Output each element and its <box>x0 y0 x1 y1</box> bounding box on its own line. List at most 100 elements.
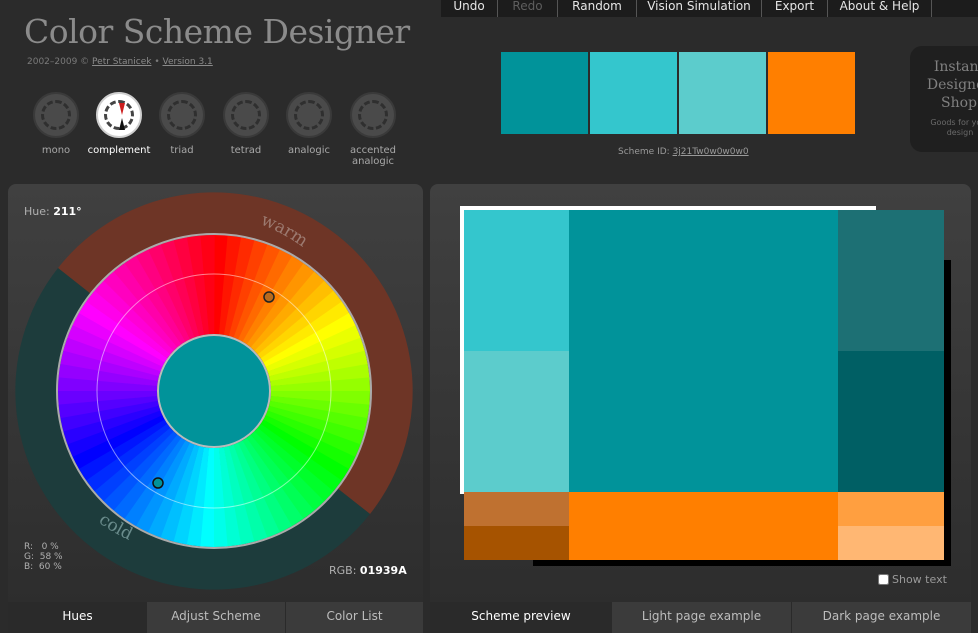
hue-segment[interactable] <box>86 290 171 359</box>
hue-segment[interactable] <box>103 271 178 351</box>
hue-segment[interactable] <box>67 410 163 457</box>
hue-segment[interactable] <box>265 410 361 458</box>
hue-segment[interactable] <box>270 391 370 406</box>
preview-comp-dark2[interactable] <box>464 526 569 560</box>
hue-segment[interactable] <box>233 442 280 538</box>
tab-hues[interactable]: Hues <box>8 602 146 633</box>
hue-segment[interactable] <box>94 427 174 502</box>
export-menu-item[interactable]: Export <box>762 0 828 17</box>
hue-segment[interactable] <box>223 237 256 337</box>
vision-simulation-menu-item[interactable]: Vision Simulation <box>637 0 762 17</box>
hue-segment[interactable] <box>160 444 200 542</box>
hue-segment[interactable] <box>233 244 281 340</box>
hue-segment[interactable] <box>270 395 370 419</box>
preview-comp-dark1[interactable] <box>464 492 569 526</box>
swatch-complement[interactable] <box>768 52 855 134</box>
scheme-analogic-button[interactable]: analogic <box>275 92 343 156</box>
hue-segment[interactable] <box>218 235 242 335</box>
undo-menu-item[interactable]: Undo <box>441 0 498 17</box>
hue-segment[interactable] <box>160 240 200 338</box>
hue-segment[interactable] <box>263 313 356 368</box>
preview-dark1[interactable] <box>838 210 944 351</box>
hue-segment[interactable] <box>63 337 161 377</box>
hue-segment[interactable] <box>63 405 161 445</box>
hue-segment[interactable] <box>72 414 165 469</box>
hue-segment[interactable] <box>173 237 205 336</box>
scheme-id-link[interactable]: 3j21Tw0w0w0w0 <box>672 147 749 157</box>
primary-hue-handle[interactable] <box>152 477 164 489</box>
hue-segment[interactable] <box>260 419 350 482</box>
hue-segment[interactable] <box>267 337 365 377</box>
hue-segment[interactable] <box>257 290 343 359</box>
hue-segment[interactable] <box>257 423 342 492</box>
hue-segment[interactable] <box>78 419 168 481</box>
tab-scheme-preview[interactable]: Scheme preview <box>430 602 611 633</box>
tab-dark-page-example[interactable]: Dark page example <box>791 602 971 633</box>
hue-segment[interactable] <box>186 447 210 547</box>
preview-comp-light2[interactable] <box>838 526 944 560</box>
about-help-menu-item[interactable]: About & Help <box>828 0 932 17</box>
hue-segment[interactable] <box>268 400 368 433</box>
hue-segment[interactable] <box>67 324 163 372</box>
scheme-accented-analogic-button[interactable]: accented analogic <box>339 92 407 167</box>
redo-menu-item[interactable]: Redo <box>498 0 558 17</box>
hue-segment[interactable] <box>124 255 186 345</box>
hue-segment[interactable] <box>147 442 195 538</box>
hue-segment[interactable] <box>58 363 158 387</box>
hue-segment[interactable] <box>113 262 182 348</box>
hue-segment[interactable] <box>267 405 365 445</box>
hue-segment[interactable] <box>214 235 229 335</box>
swatch-light[interactable] <box>590 52 677 134</box>
hue-segment[interactable] <box>94 280 174 355</box>
random-menu-item[interactable]: Random <box>558 0 637 17</box>
scheme-tetrad-button[interactable]: tetrad <box>212 92 280 156</box>
author-link[interactable]: Petr Stanicek <box>92 57 152 67</box>
scheme-triad-button[interactable]: triad <box>148 92 216 156</box>
hue-segment[interactable] <box>213 447 228 548</box>
version-link[interactable]: Version 3.1 <box>162 57 213 67</box>
hue-segment[interactable] <box>263 415 356 470</box>
hue-segment[interactable] <box>250 431 325 511</box>
tab-color-list[interactable]: Color List <box>285 602 423 633</box>
hue-segment[interactable] <box>58 395 158 419</box>
scheme-mono-button[interactable]: mono <box>22 92 90 156</box>
show-text-toggle[interactable]: Show text <box>878 573 947 586</box>
hue-segment[interactable] <box>200 234 215 335</box>
preview-comp-main[interactable] <box>569 492 838 560</box>
hue-segment[interactable] <box>254 280 334 355</box>
hue-segment[interactable] <box>228 240 268 338</box>
preview-main[interactable] <box>569 210 838 492</box>
show-text-checkbox[interactable] <box>878 574 889 585</box>
hue-segment[interactable] <box>228 444 268 542</box>
hue-segment[interactable] <box>269 350 368 382</box>
hue-segment[interactable] <box>237 440 292 533</box>
preview-light2[interactable] <box>464 351 569 492</box>
hue-segment[interactable] <box>223 446 255 545</box>
swatch-primary[interactable] <box>501 52 588 134</box>
shop-banner[interactable]: Instant Designer Shop Goods for your des… <box>910 46 978 152</box>
preview-light1[interactable] <box>464 210 569 351</box>
hue-segment[interactable] <box>172 445 205 545</box>
hue-segment[interactable] <box>57 376 158 391</box>
hue-segment[interactable] <box>60 400 159 432</box>
swatch-pale[interactable] <box>679 52 766 134</box>
hue-segment[interactable] <box>72 312 165 367</box>
hue-segment[interactable] <box>199 447 214 547</box>
hue-segment[interactable] <box>260 301 350 363</box>
hue-segment[interactable] <box>60 349 160 382</box>
hue-segment[interactable] <box>113 434 182 519</box>
hue-segment[interactable] <box>218 447 242 547</box>
hue-segment[interactable] <box>242 437 304 527</box>
hue-segment[interactable] <box>186 235 210 335</box>
hue-segment[interactable] <box>148 244 195 340</box>
hue-segment[interactable] <box>103 431 178 511</box>
hue-segment[interactable] <box>136 249 191 342</box>
scheme-complement-button[interactable]: complement <box>85 92 153 156</box>
hue-segment[interactable] <box>254 427 334 502</box>
hue-segment[interactable] <box>250 271 325 351</box>
hue-segment[interactable] <box>85 423 171 492</box>
hue-segment[interactable] <box>78 300 168 363</box>
hue-segment[interactable] <box>246 434 315 520</box>
hue-segment[interactable] <box>270 363 370 387</box>
tab-adjust-scheme[interactable]: Adjust Scheme <box>146 602 285 633</box>
